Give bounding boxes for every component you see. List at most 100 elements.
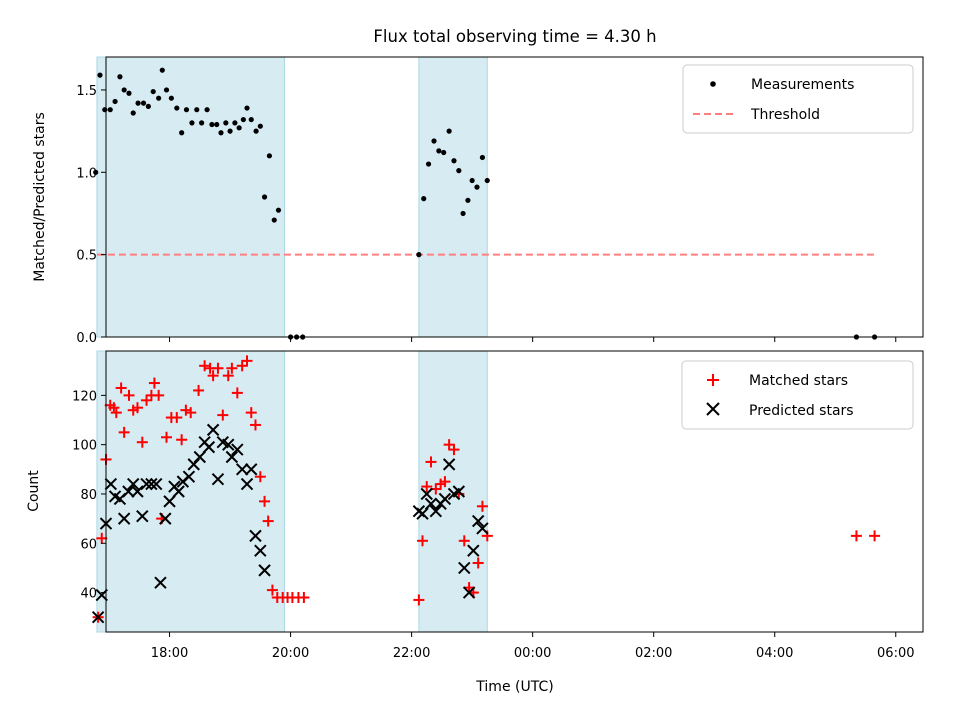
predicted-point-34 <box>249 529 262 543</box>
predicted-point-3 <box>104 477 118 491</box>
top-shaded-regions <box>96 56 488 338</box>
predicted-point-7 <box>122 485 135 498</box>
measurement-point-21 <box>194 107 200 113</box>
predicted-point-33 <box>245 463 258 476</box>
bottom-y-tick-label-0: 40 <box>80 587 97 602</box>
matched-point-23 <box>193 384 205 396</box>
matched-point-35 <box>249 419 261 431</box>
top-panel: 0.0 0.5 1.0 1.5 Matched/Predicted stars Mea… <box>32 56 924 346</box>
predicted-point-31 <box>235 463 249 476</box>
measurement-point-35 <box>257 123 263 129</box>
bottom-x-tick-label-4: 02:00 <box>635 646 672 661</box>
measurement-point-53 <box>465 197 471 203</box>
legend-predicted-label: Predicted stars <box>749 403 854 419</box>
legend-measurements-label: Measurements <box>751 77 854 93</box>
matched-point-48 <box>421 481 433 493</box>
matched-point-49 <box>425 456 437 468</box>
measurement-point-25 <box>214 121 220 128</box>
matched-point-4 <box>108 402 120 414</box>
measurement-point-32 <box>244 105 250 111</box>
legend-matched-label: Matched stars <box>749 373 848 389</box>
predicted-point-51 <box>476 522 489 535</box>
measurement-point-12 <box>150 88 156 95</box>
matched-point-62 <box>850 530 862 542</box>
matched-point-32 <box>236 360 248 372</box>
bottom-legend-box <box>681 360 914 430</box>
measurement-point-26 <box>218 130 224 136</box>
matched-point-52 <box>439 476 451 488</box>
measurement-point-22 <box>199 120 205 126</box>
matched-point-5 <box>110 407 122 419</box>
matched-point-1 <box>96 532 108 544</box>
matched-point-6 <box>115 382 127 394</box>
predicted-point-30 <box>231 443 244 456</box>
predicted-point-44 <box>442 458 456 471</box>
measurement-point-20 <box>189 120 195 126</box>
top-legend-box <box>682 64 914 134</box>
measurement-point-11 <box>145 103 151 110</box>
measurement-point-43 <box>416 252 422 258</box>
matched-point-8 <box>123 389 135 401</box>
matched-point-46 <box>413 594 425 606</box>
x-axis-label: Time (UTC) <box>475 679 553 695</box>
measurement-point-34 <box>253 128 259 134</box>
measurement-point-2 <box>102 107 108 113</box>
matched-point-34 <box>245 407 257 419</box>
measurement-point-30 <box>236 125 242 131</box>
predicted-point-22 <box>193 450 207 464</box>
measurement-point-29 <box>232 120 238 126</box>
predicted-point-49 <box>467 544 480 557</box>
legend-threshold-label: Threshold <box>750 107 820 123</box>
predicted-point-47 <box>458 561 471 575</box>
bottom-x-tick-label-2: 22:00 <box>393 646 430 661</box>
bottom-y-tick-label-2: 80 <box>80 488 97 503</box>
measurement-point-8 <box>130 110 136 116</box>
predicted-point-36 <box>258 564 271 577</box>
measurement-point-31 <box>240 116 246 123</box>
predicted-point-1 <box>95 588 108 602</box>
predicted-point-15 <box>159 512 172 525</box>
predicted-point-9 <box>131 485 144 498</box>
measurement-point-24 <box>209 121 215 128</box>
predicted-point-43 <box>438 492 452 506</box>
measurement-point-16 <box>168 95 174 101</box>
matched-point-19 <box>171 412 183 424</box>
measurement-point-45 <box>425 161 432 167</box>
predicted-point-11 <box>140 477 153 491</box>
top-y-tick-label-3: 1.5 <box>76 84 97 99</box>
measurement-point-52 <box>460 210 466 217</box>
bottom-y-axis-label: Count <box>26 470 42 512</box>
predicted-point-6 <box>117 512 131 525</box>
top-legend: Measurements Threshold <box>682 64 914 134</box>
bottom-x-tick-label-5: 04:00 <box>756 646 793 661</box>
measurement-point-4 <box>112 98 118 105</box>
measurement-point-36 <box>261 194 268 200</box>
top-y-tick-label-1: 0.5 <box>76 249 97 264</box>
predicted-point-0 <box>91 611 105 624</box>
measurement-point-0 <box>93 169 99 175</box>
measurement-point-15 <box>163 87 170 93</box>
matched-point-60 <box>476 500 488 512</box>
bottom-shaded-region-0 <box>96 350 286 633</box>
top-y-tick-label-2: 1.0 <box>76 166 97 181</box>
bottom-x-tick-label-6: 06:00 <box>877 646 914 661</box>
bottom-y-tick-label-4: 120 <box>72 389 97 404</box>
predicted-point-14 <box>154 576 167 589</box>
bottom-x-ticks: 18:00 20:00 22:00 00:00 02:00 04:00 06:00 <box>151 632 915 661</box>
measurement-point-46 <box>431 138 437 144</box>
measurement-point-54 <box>469 177 475 184</box>
bottom-panel: 40 60 80 100 120 18:00 20:00 22:00 00:00 02:00 04… <box>26 350 924 695</box>
predicted-point-20 <box>182 470 196 483</box>
legend-measurements-marker <box>710 81 716 87</box>
measurement-point-51 <box>456 168 462 174</box>
predicted-point-25 <box>206 423 220 437</box>
legend-matched-marker <box>707 374 719 386</box>
predicted-point-8 <box>127 477 140 491</box>
measurement-point-7 <box>126 90 132 96</box>
matched-point-33 <box>241 355 253 367</box>
measurement-point-50 <box>451 158 457 164</box>
bottom-predicted-points <box>91 423 489 624</box>
predicted-point-16 <box>163 495 176 508</box>
measurement-point-28 <box>227 128 233 134</box>
matched-point-15 <box>153 389 165 401</box>
